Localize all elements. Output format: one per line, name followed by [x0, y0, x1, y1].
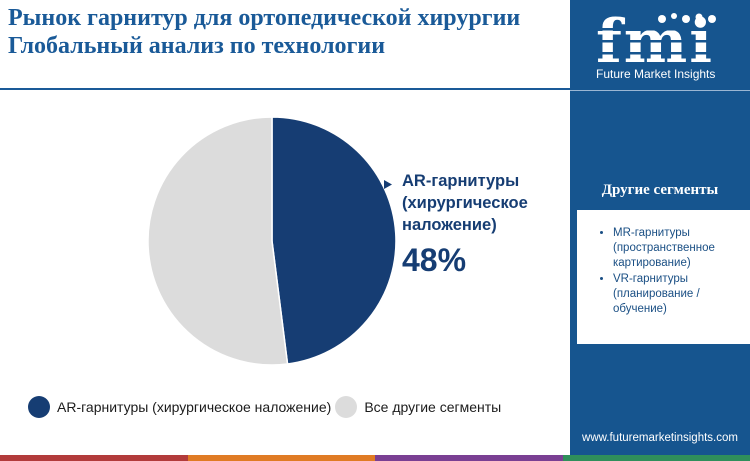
- pie-slice: [147, 116, 289, 366]
- bottom-bar-segment: [562, 455, 750, 461]
- legend-item: AR-гарнитуры (хирургическое наложение): [28, 396, 331, 418]
- bottom-color-bar: [0, 455, 750, 461]
- bottom-bar-segment: [0, 455, 188, 461]
- legend-swatch: [335, 396, 358, 418]
- legend-label: Все другие сегменты: [364, 399, 502, 415]
- other-segments-heading: Другие сегменты: [601, 182, 719, 198]
- fmi-logo-icon: fmi: [596, 10, 724, 68]
- other-segment-item: MR-гарнитуры (пространственное картирова…: [613, 226, 744, 271]
- callout-value: 48%: [402, 242, 467, 278]
- pie-slice: [271, 116, 397, 365]
- other-segment-item: VR-гарнитуры (планирование / обучение): [613, 272, 744, 317]
- legend-label: AR-гарнитуры (хирургическое наложение): [57, 399, 332, 415]
- bottom-bar-segment: [187, 455, 375, 461]
- title-divider: [0, 88, 570, 90]
- page-title: Рынок гарнитур для ортопедической хирург…: [8, 5, 521, 59]
- callout-label: AR-гарнитуры (хирургическое наложение): [402, 172, 528, 234]
- chart-legend: AR-гарнитуры (хирургическое наложение) В…: [28, 396, 505, 418]
- legend-swatch: [28, 396, 50, 418]
- ar-headsets-callout: AR-гарнитуры (хирургическое наложение) 4…: [402, 170, 572, 280]
- website-url[interactable]: www.futuremarketinsights.com: [582, 432, 738, 444]
- brand-name: Future Market Insights: [596, 67, 716, 81]
- bottom-bar-segment: [375, 455, 563, 461]
- sidebar-divider: [570, 90, 750, 91]
- legend-item: Все другие сегменты: [335, 396, 501, 418]
- other-segments-list: MR-гарнитуры (пространственное картирова…: [577, 210, 750, 317]
- other-segments-box: MR-гарнитуры (пространственное картирова…: [577, 210, 750, 344]
- callout-arrow-icon: [384, 180, 392, 189]
- svg-text:fmi: fmi: [596, 10, 714, 68]
- pie-chart: [147, 116, 397, 366]
